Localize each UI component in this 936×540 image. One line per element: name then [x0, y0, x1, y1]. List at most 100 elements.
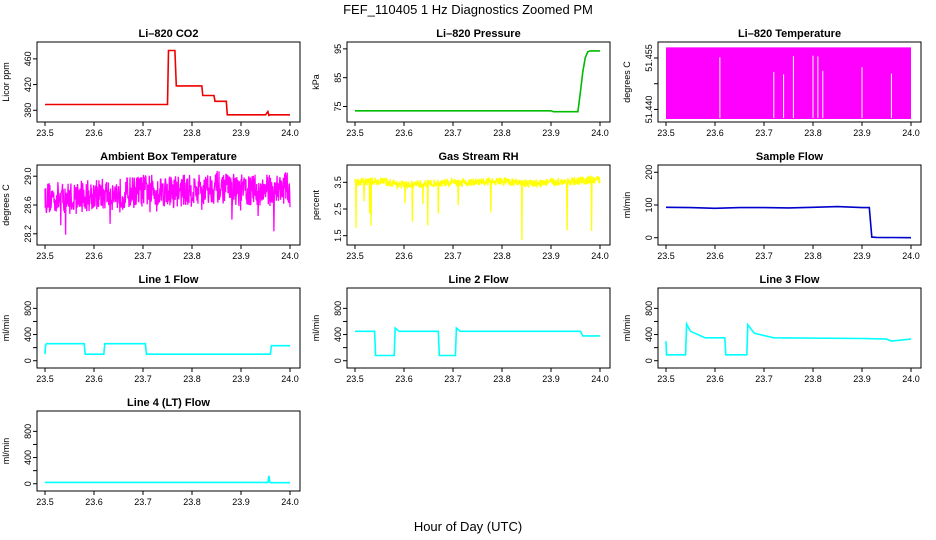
plot-frame — [36, 287, 301, 369]
x-tick-label: 23.6 — [395, 374, 413, 384]
y-tick-label: 800 — [644, 301, 654, 316]
y-tick-label: 0 — [23, 358, 33, 363]
data-line — [665, 321, 912, 356]
x-tick-label: 23.8 — [183, 251, 201, 261]
panel-title: Li–820 Temperature — [738, 28, 841, 40]
panel-title: Line 1 Flow — [139, 274, 199, 286]
y-tick-label: 2.5 — [333, 203, 343, 216]
figure-xlabel: Hour of Day (UTC) — [414, 519, 522, 534]
x-tick-label: 23.7 — [134, 497, 152, 507]
x-tick-label: 23.5 — [346, 251, 364, 261]
y-axis-label: degrees C — [1, 184, 11, 226]
x-tick-label: 23.7 — [134, 251, 152, 261]
panel-title: Gas Stream RH — [438, 151, 518, 163]
x-tick-label: 23.7 — [444, 374, 462, 384]
plot-frame — [36, 41, 301, 123]
x-tick-label: 23.6 — [706, 251, 724, 261]
y-axis-label: degrees C — [622, 61, 632, 103]
x-tick-label: 23.9 — [232, 251, 250, 261]
x-tick-label: 23.8 — [183, 128, 201, 138]
y-axis-label: ml/min — [622, 192, 632, 219]
x-tick-label: 23.7 — [755, 251, 773, 261]
x-tick-label: 24.0 — [281, 128, 299, 138]
y-tick-label: 400 — [644, 327, 654, 342]
x-tick-label: 24.0 — [591, 251, 609, 261]
figure-title: FEF_110405 1 Hz Diagnostics Zoomed PM — [343, 2, 593, 17]
y-tick-label: 460 — [23, 51, 33, 66]
chart-panel-7: Line 1 Flow 23.5 23.6 23.7 23.8 23.9 24.0 0 400 8… — [1, 274, 301, 384]
x-tick-label: 23.5 — [36, 374, 54, 384]
x-tick-label: 23.8 — [804, 374, 822, 384]
x-tick-label: 23.8 — [183, 497, 201, 507]
panel-title: Li–820 CO2 — [139, 28, 199, 40]
x-tick-label: 24.0 — [902, 251, 920, 261]
y-axis-label: ml/min — [1, 315, 11, 342]
panel-title: Line 4 (LT) Flow — [127, 397, 210, 409]
y-tick-label: 400 — [23, 450, 33, 465]
x-tick-label: 23.9 — [232, 374, 250, 384]
x-tick-label: 23.8 — [493, 251, 511, 261]
panel-title: Line 3 Flow — [760, 274, 820, 286]
x-tick-label: 23.7 — [134, 374, 152, 384]
x-tick-label: 23.6 — [85, 374, 103, 384]
y-tick-label: 95 — [333, 44, 343, 54]
x-tick-label: 23.7 — [755, 128, 773, 138]
data-line — [354, 174, 601, 241]
x-tick-label: 23.6 — [395, 251, 413, 261]
panel-title: Sample Flow — [756, 151, 824, 163]
x-tick-label: 23.6 — [85, 251, 103, 261]
panel-title: Ambient Box Temperature — [100, 151, 237, 163]
chart-panels: Li–820 CO2 23.5 23.6 23.7 23.8 23.9 24.0 380 420… — [1, 28, 922, 507]
y-axis-label: ml/min — [311, 315, 321, 342]
y-tick-label: 800 — [23, 424, 33, 439]
x-tick-label: 24.0 — [591, 128, 609, 138]
y-tick-label: 400 — [23, 327, 33, 342]
x-tick-label: 23.5 — [657, 374, 675, 384]
y-tick-label: 0 — [23, 481, 33, 486]
x-tick-label: 23.5 — [657, 251, 675, 261]
y-tick-label: 420 — [23, 77, 33, 92]
x-tick-label: 23.6 — [395, 128, 413, 138]
x-tick-label: 23.9 — [542, 374, 560, 384]
x-tick-label: 24.0 — [281, 251, 299, 261]
y-tick-label: 51.440 — [644, 96, 654, 124]
x-tick-label: 23.7 — [444, 251, 462, 261]
chart-panel-10: Line 4 (LT) Flow 23.5 23.6 23.7 23.8 23.9 24.0… — [1, 397, 301, 507]
x-tick-label: 23.7 — [444, 128, 462, 138]
y-tick-label: 100 — [644, 197, 654, 212]
panel-title: Line 2 Flow — [449, 274, 509, 286]
y-tick-label: 28.6 — [23, 196, 33, 214]
x-tick-label: 23.6 — [706, 128, 724, 138]
chart-panel-8: Line 2 Flow 23.5 23.6 23.7 23.8 23.9 24.0 0 400 8… — [311, 274, 611, 384]
chart-panel-3: Li–820 Temperature 23.5 23.6 23.7 23.8 23.9 24… — [622, 28, 922, 138]
x-tick-label: 23.5 — [36, 128, 54, 138]
y-tick-label: 51.455 — [644, 44, 654, 72]
panel-title: Li–820 Pressure — [436, 28, 520, 40]
x-tick-label: 24.0 — [902, 128, 920, 138]
x-tick-label: 23.5 — [346, 374, 364, 384]
y-tick-label: 1.5 — [333, 229, 343, 242]
y-tick-label: 200 — [644, 165, 654, 180]
y-tick-label: 380 — [23, 103, 33, 118]
x-tick-label: 23.5 — [657, 128, 675, 138]
plot-frame — [36, 410, 301, 492]
x-tick-label: 23.6 — [85, 128, 103, 138]
y-axis-label: ml/min — [1, 438, 11, 465]
y-tick-label: 3.5 — [333, 176, 343, 189]
plot-frame — [657, 41, 922, 123]
data-line — [45, 49, 290, 117]
y-tick-label: 0 — [333, 358, 343, 363]
x-tick-label: 23.5 — [36, 251, 54, 261]
x-tick-label: 24.0 — [591, 374, 609, 384]
x-tick-label: 23.9 — [853, 374, 871, 384]
chart-panel-5: Gas Stream RH 23.5 23.6 23.7 23.8 23.9 24.0 1.5… — [311, 151, 611, 261]
x-tick-label: 23.9 — [542, 251, 560, 261]
chart-panel-6: Sample Flow 23.5 23.6 23.7 23.8 23.9 24.0 0 100 2… — [622, 151, 922, 261]
x-tick-label: 24.0 — [281, 497, 299, 507]
x-tick-label: 23.9 — [853, 251, 871, 261]
data-line — [44, 170, 291, 235]
y-tick-label: 800 — [333, 301, 343, 316]
plot-frame — [657, 164, 922, 246]
x-tick-label: 23.9 — [232, 128, 250, 138]
